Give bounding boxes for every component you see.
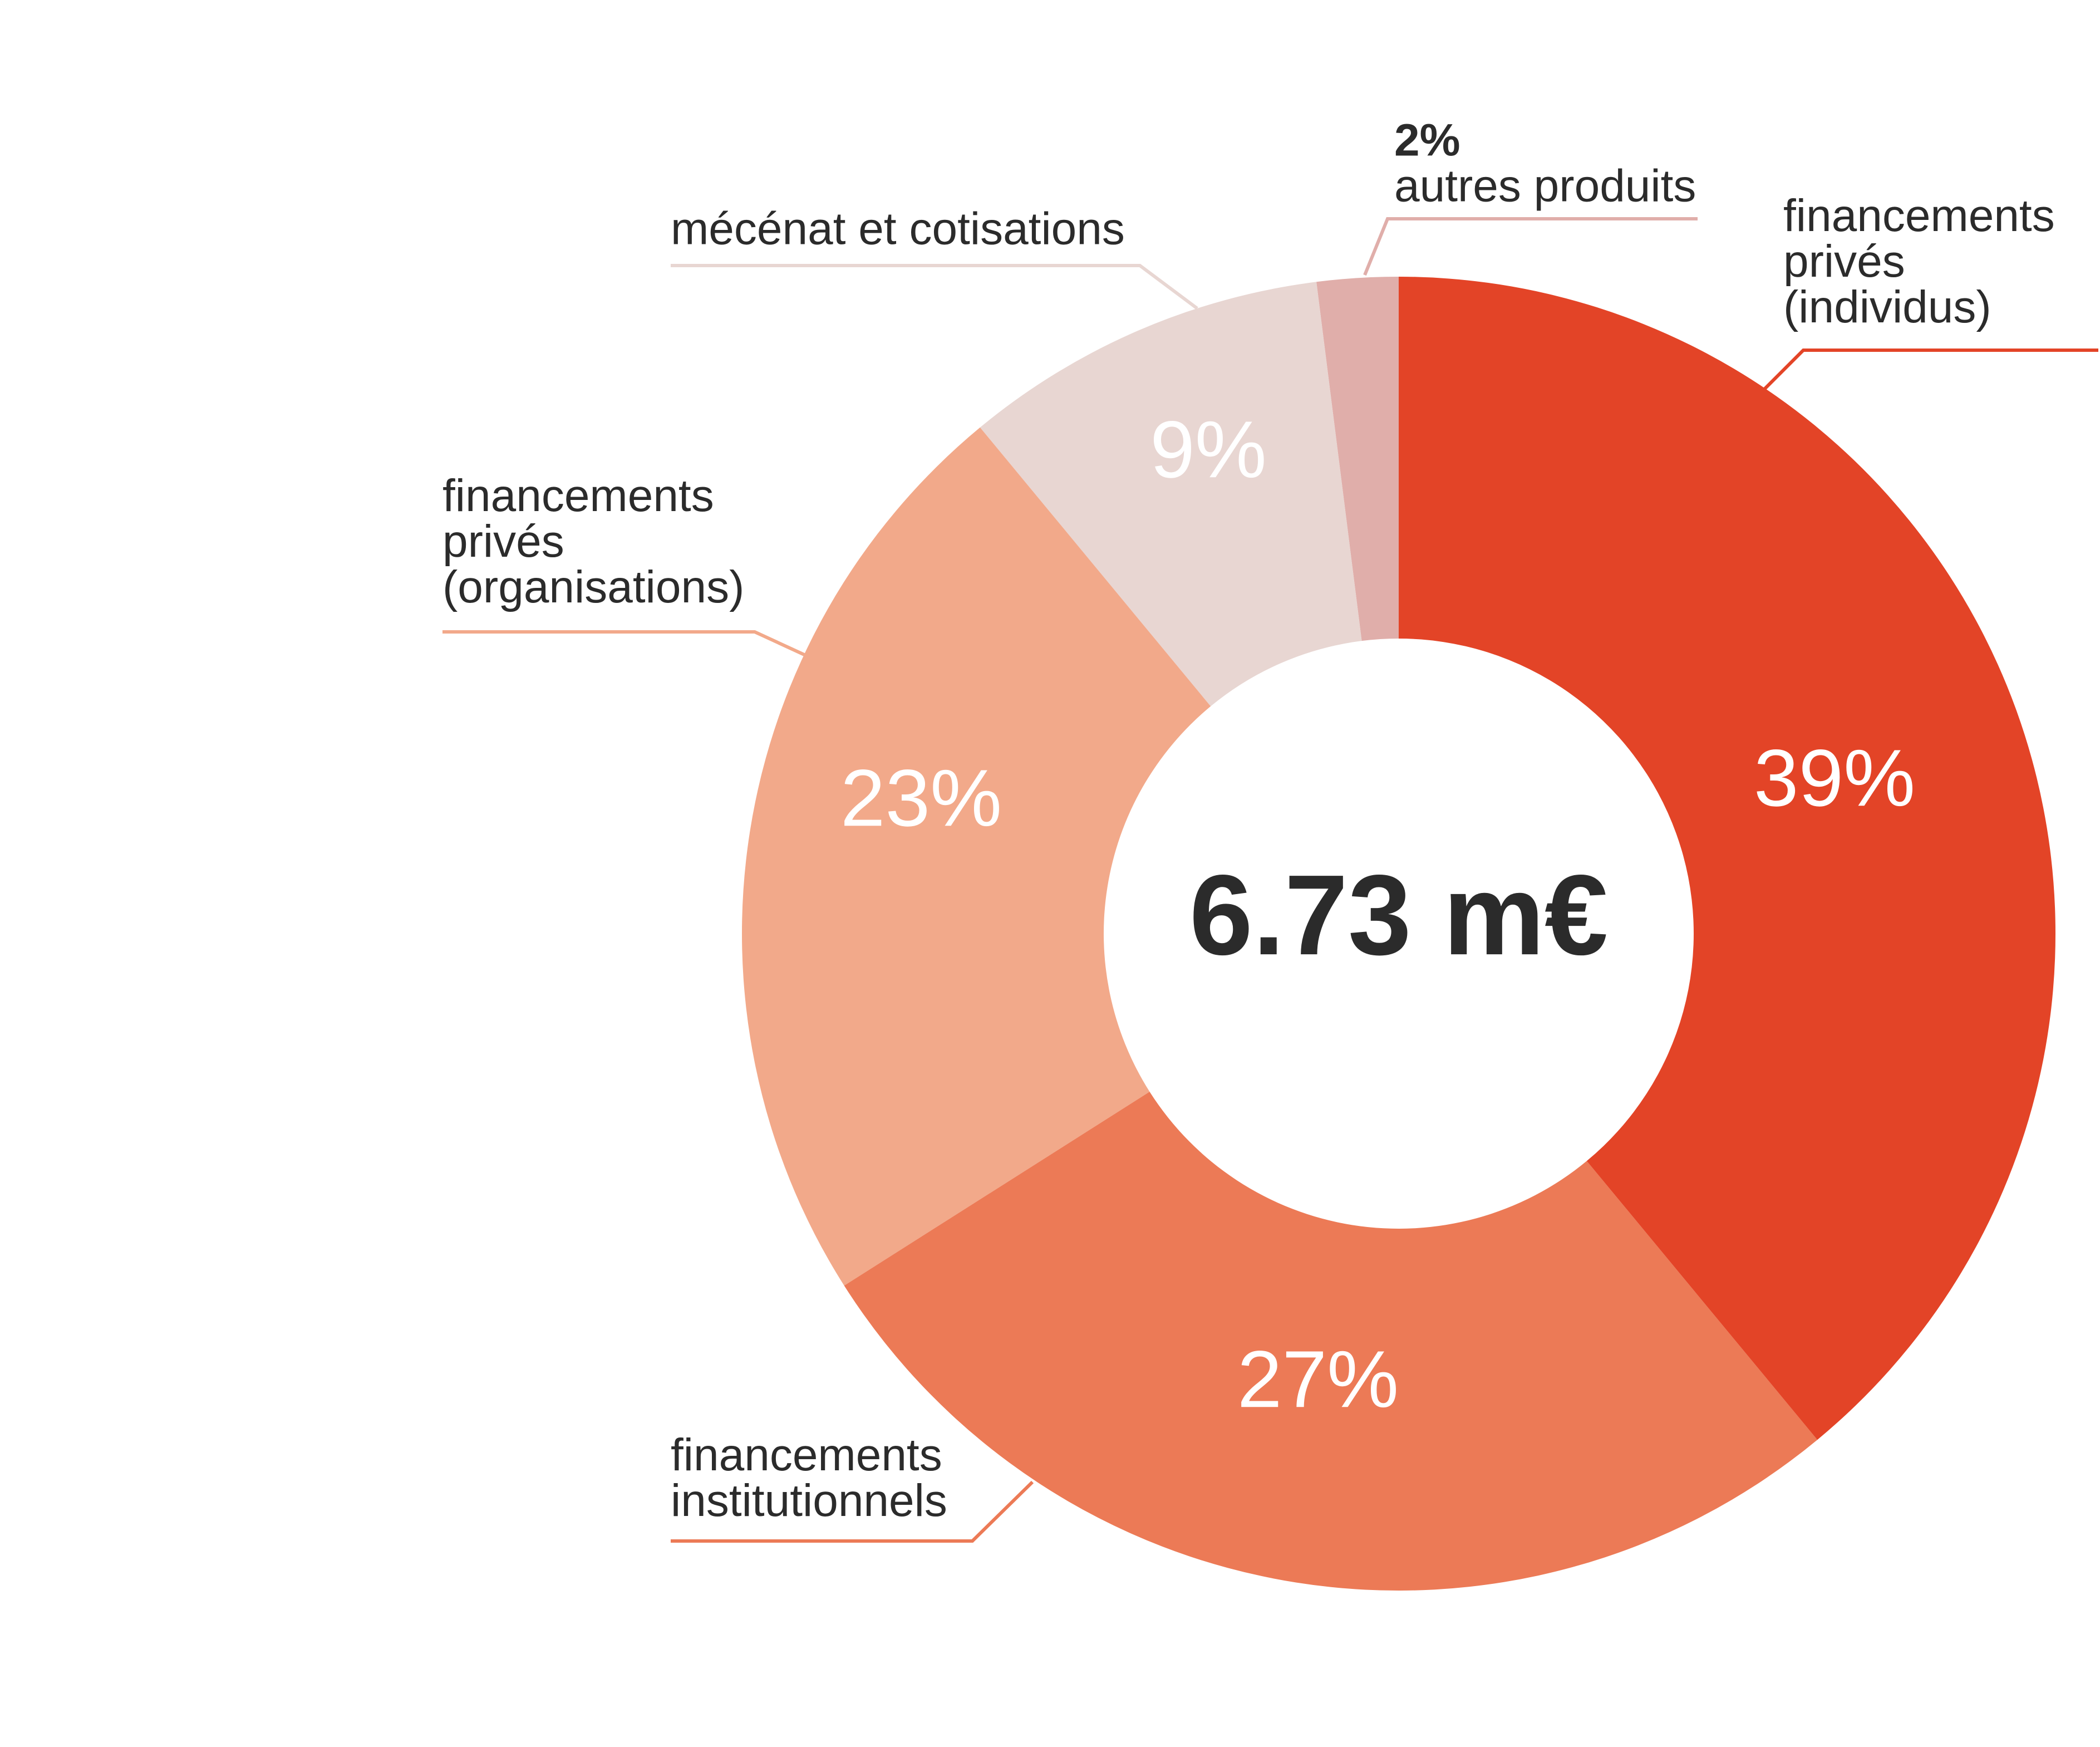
value-label: 27%: [1237, 1334, 1399, 1424]
value-label: 39%: [1754, 733, 1915, 823]
leader-line: [671, 1480, 1034, 1543]
category-label: financements institutionnels: [671, 1430, 947, 1526]
leader-line: [1363, 217, 1698, 276]
value-label: 2%: [1394, 115, 1460, 166]
leader-line: [442, 630, 805, 656]
leader-line: [1763, 349, 2098, 391]
donut-segment: [844, 1091, 1818, 1591]
category-label: mécénat et cotisations: [671, 204, 1125, 254]
donut-segment: [742, 427, 1211, 1286]
donut-segment: [1399, 277, 2055, 1440]
labels: 39% financements privés (individus) 27% finan…: [442, 115, 2098, 1543]
category-label: financements privés (individus): [1783, 190, 2055, 332]
center-label: 6.73 m€: [1189, 851, 1608, 979]
donut-segment: [980, 282, 1362, 706]
donut-segment: [1316, 277, 1399, 641]
value-label: 23%: [840, 753, 1002, 843]
leader-line: [671, 264, 1198, 310]
value-label: 9%: [1150, 404, 1267, 494]
category-label: autres produits: [1394, 161, 1696, 212]
category-label: financements privés (organisations): [442, 470, 744, 612]
